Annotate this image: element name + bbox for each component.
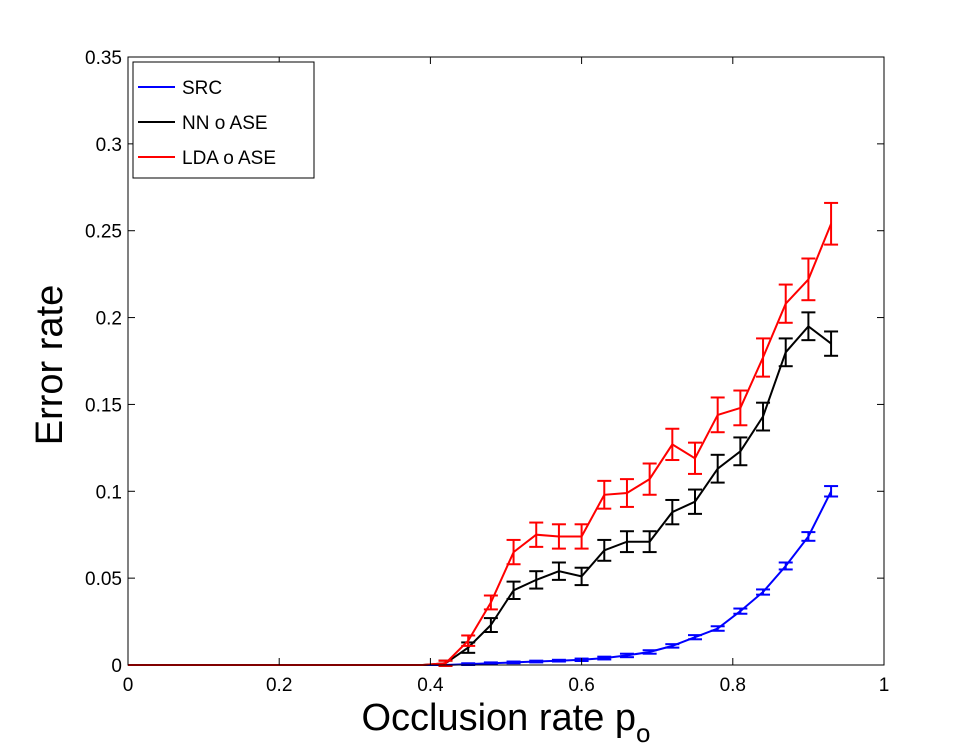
axes-layer [127, 56, 885, 666]
series-layer [128, 201, 839, 667]
legend-entry: SRC [182, 78, 222, 99]
y-tick-label: 0.25 [85, 222, 122, 243]
error-bar [597, 655, 612, 661]
series-2 [128, 201, 839, 667]
error-bar [665, 643, 680, 649]
error-bar [597, 479, 612, 510]
error-bar [710, 396, 725, 434]
error-bar [710, 625, 725, 632]
x-tick-label: 0.2 [266, 675, 292, 696]
x-tick-label: 0.8 [720, 675, 746, 696]
error-bar [574, 523, 589, 550]
error-bar [688, 634, 702, 641]
error-bar [461, 634, 476, 647]
x-tick-label: 0.6 [568, 675, 594, 696]
error-bar [756, 588, 771, 596]
error-bar [665, 498, 680, 526]
error-bar [801, 257, 816, 302]
error-bar [642, 530, 657, 554]
tick-layer: 0 0.2 0.4 0.6 0.8 1 0 0.05 0.1 0.15 0.2 0.25 0.3 0.35 [85, 48, 889, 696]
error-bar [756, 401, 771, 432]
error-bar [710, 453, 725, 484]
plot-frame [127, 56, 885, 666]
error-bar [824, 201, 839, 246]
y-tick-label: 0 [111, 656, 122, 677]
y-tick-label: 0.2 [96, 309, 122, 330]
error-bar [551, 523, 566, 550]
error-bar [529, 521, 544, 548]
error-bar [642, 649, 657, 655]
error-bar [619, 530, 634, 554]
series-1 [128, 311, 839, 667]
y-tick-label: 0.35 [85, 48, 122, 69]
legend-box [132, 61, 315, 179]
error-bar [642, 462, 657, 496]
x-tick-label: 1 [879, 675, 890, 696]
error-bar [756, 337, 771, 378]
error-bar [506, 660, 521, 665]
error-bar [483, 594, 498, 611]
error-bar [824, 485, 839, 498]
error-bar [733, 436, 748, 467]
error-bar [483, 661, 498, 666]
error-bar [551, 561, 566, 581]
x-tick-label: 0.4 [417, 675, 444, 696]
x-tick-label: 0 [123, 675, 134, 696]
y-axis-title: Error rate [29, 285, 71, 445]
error-bar [733, 607, 748, 615]
error-bar [506, 580, 521, 600]
y-tick-label: 0.3 [96, 135, 122, 156]
error-bar [506, 538, 521, 566]
error-bar [778, 561, 793, 571]
x-axis-title: Occlusion rate po [361, 697, 650, 747]
y-tick-label: 0.15 [85, 395, 122, 416]
error-bar [778, 337, 793, 368]
error-bar [801, 311, 816, 342]
legend: SRC NN o ASE LDA o ASE [132, 61, 315, 179]
y-tick-label: 0.1 [96, 482, 122, 503]
error-bar [801, 531, 816, 542]
error-bar [824, 330, 839, 357]
error-bar [619, 652, 634, 659]
error-bar [733, 389, 748, 427]
error-bar [665, 427, 680, 462]
error-bar [529, 659, 544, 664]
y-tick-label: 0.05 [85, 569, 122, 590]
error-bar [483, 617, 498, 633]
error-bar [574, 566, 589, 587]
legend-entry: NN o ASE [182, 113, 268, 134]
error-bar [551, 658, 566, 663]
error-bar [688, 441, 702, 475]
error-bar [619, 478, 634, 508]
error-bar [778, 283, 793, 324]
legend-entry: LDA o ASE [182, 148, 276, 169]
error-bar [688, 488, 702, 515]
error-bar [529, 570, 544, 590]
error-bar [597, 538, 612, 562]
